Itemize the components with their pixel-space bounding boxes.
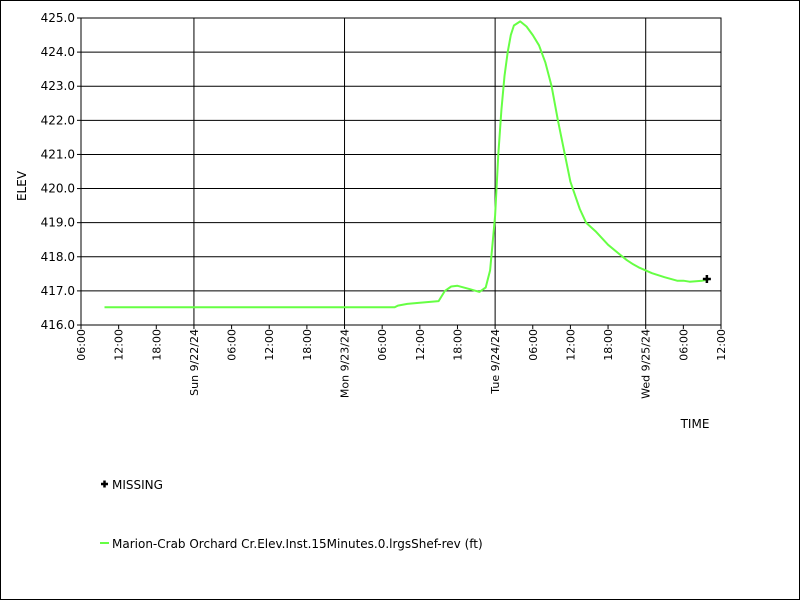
- y-tick-label: 423.0: [41, 79, 75, 93]
- x-tick-label: Tue 9/24/24: [489, 329, 502, 395]
- x-tick-label: 06:00: [527, 329, 540, 361]
- x-axis-label: TIME: [680, 417, 710, 431]
- legend-entry-series: Marion-Crab Orchard Cr.Elev.Inst.15Minut…: [100, 537, 483, 551]
- x-tick-label: 12:00: [564, 329, 577, 361]
- x-tick-label: 06:00: [376, 329, 389, 361]
- y-tick-label: 419.0: [41, 216, 75, 230]
- x-tick-label: Mon 9/23/24: [339, 329, 352, 398]
- y-tick-label: 416.0: [41, 318, 75, 332]
- y-tick-label: 421.0: [41, 147, 75, 161]
- x-tick-label: 18:00: [150, 329, 163, 361]
- x-tick-label: 18:00: [602, 329, 615, 361]
- legend: MISSING Marion-Crab Orchard Cr.Elev.Inst…: [100, 478, 483, 551]
- x-tick-label: 06:00: [677, 329, 690, 361]
- y-axis-ticks: 416.0 417.0 418.0 419.0 420.0 421.0 422.0 423.0…: [41, 11, 81, 332]
- x-tick-label: 12:00: [414, 329, 427, 361]
- x-tick-label: 18:00: [451, 329, 464, 361]
- y-tick-label: 417.0: [41, 284, 75, 298]
- y-tick-label: 420.0: [41, 182, 75, 196]
- series-line: [104, 20, 709, 309]
- y-tick-label: 424.0: [41, 45, 75, 59]
- x-tick-label: Wed 9/25/24: [640, 329, 653, 399]
- x-tick-label: 12:00: [263, 329, 276, 361]
- x-tick-label: 12:00: [113, 329, 126, 361]
- x-tick-label: Sun 9/22/24: [188, 329, 201, 396]
- y-tick-label: 425.0: [41, 11, 75, 25]
- missing-marker: [702, 274, 711, 283]
- x-axis-ticks: 06:00 12:00 18:00 Sun 9/22/24 06:00 12:00 18:0…: [75, 325, 728, 399]
- x-tick-label: 12:00: [715, 329, 728, 361]
- legend-label-series: Marion-Crab Orchard Cr.Elev.Inst.15Minut…: [112, 537, 483, 551]
- x-tick-label: 06:00: [75, 329, 88, 361]
- marker-layer: [702, 274, 711, 283]
- cross-icon: [101, 480, 108, 488]
- plot-background: [81, 18, 721, 325]
- legend-label-missing: MISSING: [112, 478, 163, 492]
- x-tick-label: 18:00: [301, 329, 314, 361]
- y-axis-label: ELEV: [15, 170, 29, 201]
- legend-entry-missing: MISSING: [101, 478, 163, 492]
- plot-border: [80, 17, 722, 326]
- y-tick-label: 418.0: [41, 250, 75, 264]
- x-tick-label: 06:00: [226, 329, 239, 361]
- y-tick-label: 422.0: [41, 113, 75, 127]
- series-layer: [104, 20, 709, 309]
